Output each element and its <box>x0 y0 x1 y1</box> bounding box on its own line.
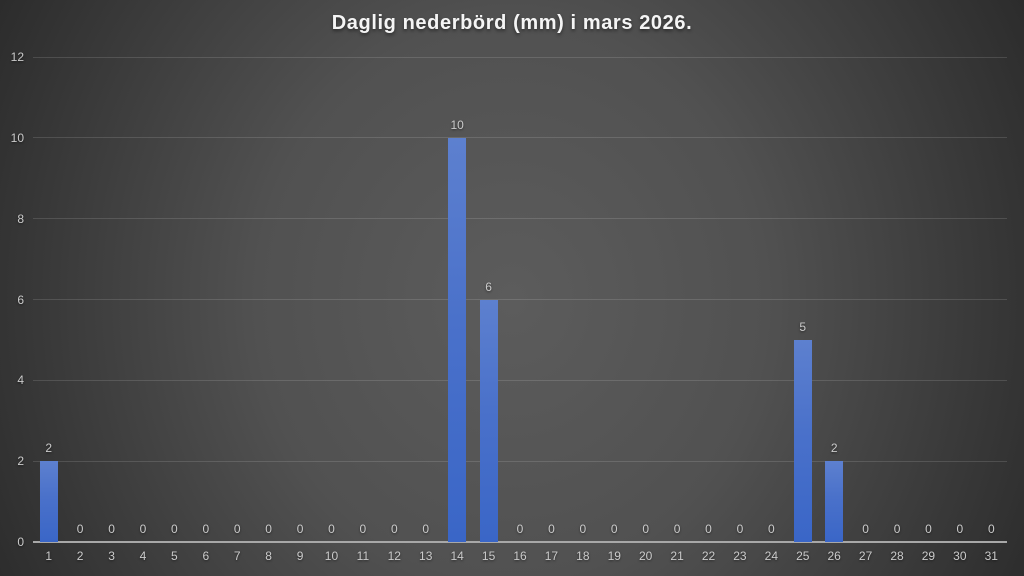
bar-value-label: 0 <box>108 522 115 536</box>
bar-value-label: 0 <box>705 522 712 536</box>
gridline <box>33 299 1007 300</box>
bar-value-label: 0 <box>642 522 650 536</box>
gridline <box>33 137 1007 139</box>
gridline <box>33 460 1007 462</box>
bar-value-label: 5 <box>799 319 807 334</box>
x-axis-label: 11 <box>356 549 370 563</box>
x-axis-label: 19 <box>607 549 621 563</box>
bar <box>793 339 812 542</box>
bar-value-label: 2 <box>830 441 838 456</box>
bar-value-label: 0 <box>579 522 587 536</box>
y-axis-label: 4 <box>17 373 24 388</box>
bar-value-label: 0 <box>139 522 147 536</box>
gridline <box>33 379 1007 381</box>
bar-value-label: 0 <box>202 522 210 536</box>
x-axis-label: 30 <box>953 549 967 563</box>
gridline <box>33 56 1007 58</box>
gridline <box>33 218 1007 220</box>
x-axis-label: 22 <box>701 549 716 563</box>
bar-value-label: 6 <box>485 279 492 294</box>
x-axis-label: 13 <box>419 549 433 563</box>
x-axis-label: 16 <box>513 549 527 563</box>
y-axis-label: 8 <box>17 211 24 226</box>
bar-value-label: 0 <box>422 522 430 536</box>
bar-value-label: 0 <box>233 522 241 536</box>
bar-value-label: 0 <box>925 522 932 536</box>
chart-title: Daglig nederbörd (mm) i mars 2026. <box>331 12 693 34</box>
x-axis-label: 24 <box>764 549 779 563</box>
x-axis-label: 7 <box>233 549 241 563</box>
y-axis-label: 6 <box>17 292 24 307</box>
x-axis-label: 12 <box>387 549 401 563</box>
bar <box>39 461 58 542</box>
x-axis-label: 1 <box>45 549 53 563</box>
x-axis-label: 23 <box>733 549 747 563</box>
y-axis-label: 12 <box>10 50 24 64</box>
bar-value-label: 0 <box>862 522 869 536</box>
x-axis-label: 5 <box>171 549 178 563</box>
x-axis-label: 15 <box>481 549 496 563</box>
x-axis-label: 25 <box>796 549 810 563</box>
bar-value-label: 0 <box>171 522 178 536</box>
x-axis-label: 26 <box>827 549 841 563</box>
bar-value-label: 0 <box>956 522 964 536</box>
x-axis-label: 27 <box>858 549 873 563</box>
x-axis-label: 6 <box>202 549 210 563</box>
x-axis-label: 20 <box>638 549 653 563</box>
bar <box>825 461 844 542</box>
y-axis-label: 2 <box>17 454 24 469</box>
bar-value-label: 0 <box>736 522 744 536</box>
y-axis-label: 10 <box>10 130 24 145</box>
bar-value-label: 0 <box>987 522 995 536</box>
bar-value-label: 0 <box>265 522 272 536</box>
x-axis-label: 9 <box>296 549 304 563</box>
bar <box>448 137 467 542</box>
bar-value-label: 0 <box>768 522 775 536</box>
x-axis-label: 18 <box>576 549 590 563</box>
bar-value-label: 0 <box>328 522 335 536</box>
bar-value-label: 0 <box>673 522 681 536</box>
bar-value-label: 2 <box>45 441 53 456</box>
x-axis-label: 14 <box>450 549 464 563</box>
x-axis-label: 17 <box>544 549 559 563</box>
x-axis-label: 28 <box>890 549 904 563</box>
bar-value-label: 0 <box>359 522 367 536</box>
bar-value-label: 0 <box>390 522 398 536</box>
bar-value-label: 0 <box>610 522 618 536</box>
x-axis-label: 21 <box>670 549 684 563</box>
y-axis-label: 0 <box>17 535 24 549</box>
bar-value-label: 0 <box>893 522 901 536</box>
x-axis-label: 4 <box>139 549 147 563</box>
x-axis-label: 8 <box>265 549 272 563</box>
bar-value-label: 0 <box>548 522 555 536</box>
x-axis-label: 3 <box>108 549 115 563</box>
x-axis-label: 10 <box>324 549 339 563</box>
x-axis-label: 31 <box>984 549 998 563</box>
bar-value-label: 10 <box>450 117 464 132</box>
bar-value-label: 0 <box>296 522 304 536</box>
x-axis-label: 29 <box>921 549 936 563</box>
bar-value-label: 0 <box>76 522 84 536</box>
x-axis-line <box>33 541 1007 543</box>
bar-value-label: 0 <box>516 522 524 536</box>
bar <box>479 299 498 542</box>
x-axis-label: 2 <box>76 549 84 563</box>
